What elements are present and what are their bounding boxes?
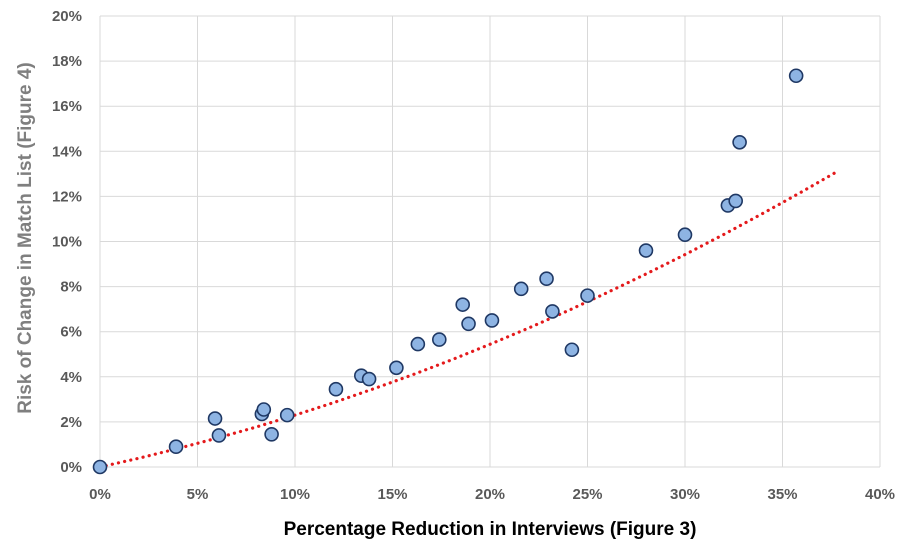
x-tick-label: 15% (377, 486, 407, 503)
x-axis-ticks: 0% 5% 10% 15% 20% 25% 30% 35% 40% (89, 486, 895, 503)
y-tick-label: 20% (52, 8, 82, 25)
y-tick-label: 8% (60, 279, 82, 296)
data-point (728, 193, 744, 209)
x-tick-label: 5% (187, 486, 209, 503)
data-point (513, 281, 529, 297)
data-point (431, 332, 447, 347)
x-tick-label: 0% (89, 486, 111, 503)
x-axis-title: Percentage Reduction in Interviews (Figu… (284, 519, 697, 540)
y-tick-label: 4% (60, 369, 82, 386)
data-point (279, 407, 295, 423)
data-point (410, 336, 426, 352)
data-point (732, 134, 747, 150)
x-tick-label: 40% (865, 486, 895, 503)
y-tick-label: 0% (60, 459, 82, 476)
y-tick-label: 6% (60, 324, 82, 341)
data-point (638, 243, 654, 258)
data-point (677, 227, 693, 243)
data-point (328, 381, 344, 397)
data-point (168, 439, 184, 455)
y-tick-label: 18% (52, 53, 82, 70)
x-tick-label: 25% (572, 486, 602, 503)
y-tick-label: 12% (52, 188, 82, 205)
x-tick-label: 10% (280, 486, 310, 503)
y-tick-label: 10% (52, 234, 82, 251)
x-tick-label: 35% (767, 486, 797, 503)
data-point (389, 360, 404, 376)
gridlines (99, 15, 881, 468)
data-point (264, 427, 279, 442)
data-point (484, 313, 500, 328)
data-point (455, 297, 471, 312)
data-point (361, 371, 377, 387)
x-tick-label: 30% (670, 486, 700, 503)
y-tick-label: 16% (52, 98, 82, 115)
y-axis-title: Risk of Change in Match List (Figure 4) (15, 62, 36, 414)
data-points (92, 68, 804, 475)
x-tick-label: 20% (475, 486, 505, 503)
data-point (580, 288, 595, 303)
y-tick-label: 14% (52, 143, 82, 160)
data-point (207, 411, 223, 426)
y-tick-label: 2% (60, 414, 82, 431)
data-point (256, 402, 272, 417)
data-point (539, 271, 554, 287)
data-point (545, 304, 560, 319)
data-point (564, 342, 580, 358)
data-point (461, 316, 476, 332)
data-point (92, 459, 108, 475)
data-point (788, 68, 804, 84)
data-point (211, 428, 227, 443)
y-axis-ticks: 0% 2% 4% 6% 8% 10% 12% 14% 16% 18% 20% (52, 8, 82, 476)
